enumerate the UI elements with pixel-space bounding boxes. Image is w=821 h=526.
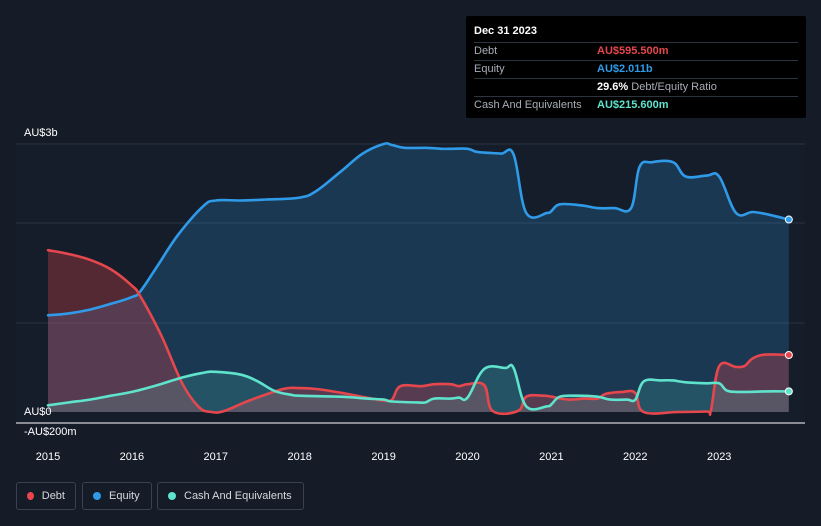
x-tick-label: 2021 bbox=[539, 451, 563, 463]
y-tick-label: AU$0 bbox=[24, 406, 52, 418]
y-tick-label: -AU$200m bbox=[24, 426, 77, 438]
debt-area bbox=[48, 250, 789, 415]
x-tick-label: 2020 bbox=[455, 451, 479, 463]
legend-label: Debt bbox=[41, 490, 65, 502]
plot-background bbox=[16, 143, 805, 425]
legend-dot-icon bbox=[168, 492, 176, 500]
x-tick-label: 2019 bbox=[371, 451, 395, 463]
tooltip-ratio-label: Debt/Equity Ratio bbox=[631, 81, 717, 93]
grid-lines bbox=[16, 143, 805, 425]
legend-item-equity[interactable]: Equity bbox=[82, 482, 152, 510]
legend-dot-icon bbox=[93, 492, 101, 500]
legend-label: Equity bbox=[109, 490, 140, 502]
x-tick-label: 2023 bbox=[707, 451, 731, 463]
equity-line bbox=[46, 142, 791, 317]
legend-item-cash[interactable]: Cash And Equivalents bbox=[157, 482, 304, 510]
tooltip-date: Dec 31 2023 bbox=[474, 25, 537, 37]
tooltip-row-ratio: 29.6% Debt/Equity Ratio bbox=[474, 78, 798, 96]
x-tick-label: 2017 bbox=[204, 451, 228, 463]
debt-endpoint bbox=[784, 351, 793, 360]
debt-line bbox=[46, 248, 791, 417]
x-axis-labels: 2015 2016 2017 2018 2019 2020 2021 2022 2023 bbox=[36, 451, 732, 463]
legend-dot-icon bbox=[27, 492, 34, 500]
equity-area bbox=[48, 143, 789, 413]
tooltip-value: AU$595.500m bbox=[597, 45, 669, 57]
cash-and-equivalents-area bbox=[48, 364, 789, 412]
x-tick-label: 2015 bbox=[36, 451, 60, 463]
series-lines bbox=[46, 142, 791, 417]
tooltip-row-cash: Cash And Equivalents AU$215.600m bbox=[474, 96, 798, 114]
tooltip-row-equity: Equity AU$2.011b bbox=[474, 60, 798, 78]
tooltip-label: Equity bbox=[474, 63, 505, 75]
y-tick-label: AU$3b bbox=[24, 127, 58, 139]
x-tick-label: 2016 bbox=[120, 451, 144, 463]
tooltip-ratio-value: 29.6% bbox=[597, 81, 629, 93]
y-axis-labels: AU$3b AU$0 -AU$200m bbox=[24, 127, 77, 438]
cash-and-equivalents-line bbox=[46, 363, 791, 411]
tooltip-row-debt: Debt AU$595.500m bbox=[474, 42, 798, 60]
series-endpoints bbox=[784, 215, 793, 396]
tooltip-value: AU$215.600m bbox=[597, 99, 669, 111]
tooltip-label: Cash And Equivalents bbox=[474, 99, 582, 111]
tooltip-label: Debt bbox=[474, 45, 498, 57]
data-tooltip: Dec 31 2023 Debt AU$595.500m Equity AU$2… bbox=[466, 16, 806, 118]
series-areas bbox=[48, 143, 789, 415]
legend-label: Cash And Equivalents bbox=[184, 490, 292, 502]
tooltip-value: AU$2.011b bbox=[597, 63, 653, 75]
cash-and-equivalents-endpoint bbox=[784, 387, 793, 396]
legend-item-debt[interactable]: Debt bbox=[16, 482, 76, 510]
x-tick-label: 2022 bbox=[623, 451, 647, 463]
equity-endpoint bbox=[784, 215, 793, 224]
x-tick-label: 2018 bbox=[287, 451, 311, 463]
